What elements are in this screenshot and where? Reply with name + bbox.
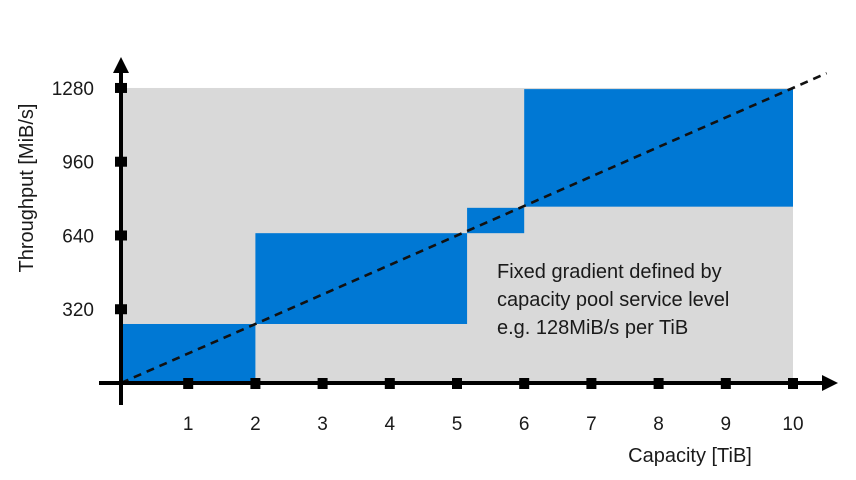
x-tick-mark-8 <box>653 378 664 389</box>
x-tick-label-9: 9 <box>721 414 732 435</box>
y-tick-mark-1280 <box>115 82 127 93</box>
gradient-reference-line <box>120 72 828 385</box>
y-tick-mark-640 <box>115 230 127 241</box>
annotation-line-1: Fixed gradient defined by <box>497 261 722 283</box>
x-tick-mark-3 <box>317 378 328 389</box>
x-axis-ticks: 1 2 3 4 5 6 7 8 9 10 <box>183 378 804 435</box>
x-tick-mark-4 <box>384 378 395 389</box>
x-tick-mark-2 <box>250 378 261 389</box>
y-tick-label-640: 640 <box>62 226 94 247</box>
x-tick-label-5: 5 <box>452 414 463 435</box>
x-axis-arrowhead <box>822 375 838 391</box>
y-axis-arrowhead <box>113 57 129 73</box>
x-tick-label-2: 2 <box>250 414 261 435</box>
throughput-block-4 <box>524 89 793 207</box>
x-tick-label-10: 10 <box>782 414 803 435</box>
x-tick-label-7: 7 <box>586 414 597 435</box>
x-tick-mark-7 <box>586 378 597 389</box>
throughput-block-3 <box>467 207 525 234</box>
x-tick-mark-10 <box>788 378 798 389</box>
x-tick-label-1: 1 <box>183 414 194 435</box>
y-tick-label-960: 960 <box>62 153 94 174</box>
x-tick-label-6: 6 <box>519 414 530 435</box>
y-axis-ticks: 320 640 960 1280 <box>52 79 127 321</box>
y-tick-mark-320 <box>115 304 127 315</box>
x-tick-mark-5 <box>452 378 462 389</box>
y-tick-label-1280: 1280 <box>52 79 94 100</box>
gradient-annotation: Fixed gradient defined by capacity pool … <box>497 261 729 339</box>
annotation-line-3: e.g. 128MiB/s per TiB <box>497 317 688 339</box>
y-tick-mark-960 <box>115 156 127 167</box>
x-tick-label-4: 4 <box>385 414 396 435</box>
x-tick-label-3: 3 <box>317 414 328 435</box>
annotation-line-2: capacity pool service level <box>497 289 729 311</box>
throughput-blocks <box>121 89 793 383</box>
x-tick-mark-1 <box>183 378 194 389</box>
y-tick-label-320: 320 <box>62 300 94 321</box>
throughput-block-2 <box>255 233 468 324</box>
x-tick-mark-9 <box>720 378 731 389</box>
x-axis-label: Capacity [TiB] <box>628 445 752 467</box>
y-axis-label: Throughput [MiB/s] <box>16 104 38 273</box>
x-tick-mark-6 <box>519 378 530 389</box>
x-tick-label-8: 8 <box>653 414 664 435</box>
